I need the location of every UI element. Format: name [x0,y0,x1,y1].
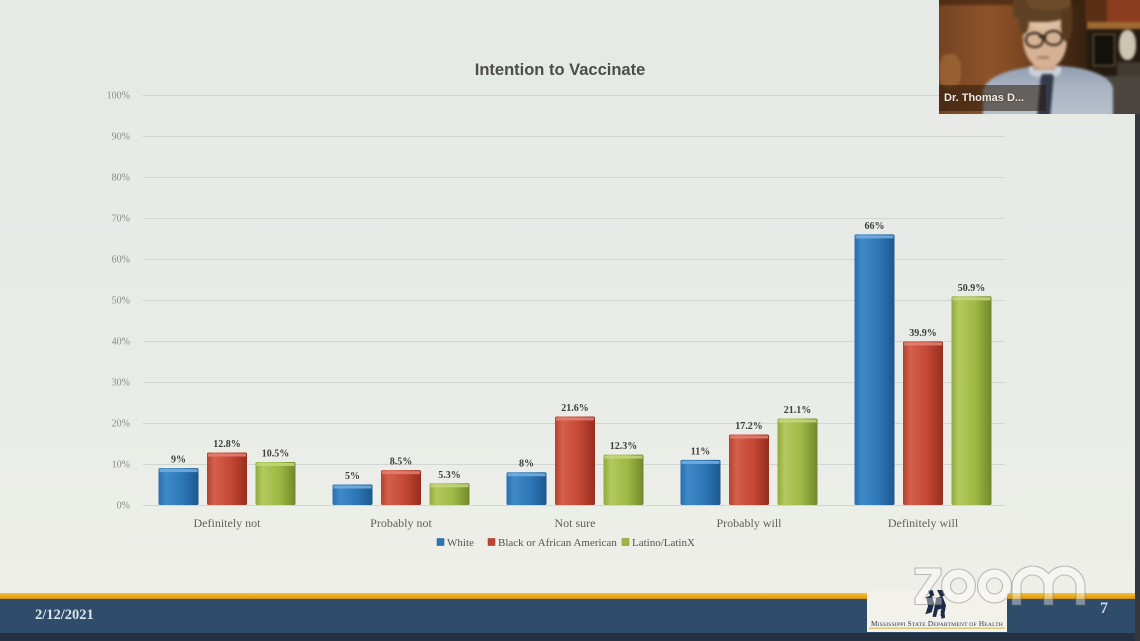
svg-text:60%: 60% [112,255,130,266]
svg-text:11%: 11% [691,446,710,457]
svg-text:5%: 5% [345,471,360,482]
svg-text:Black or African American: Black or African American [498,537,617,549]
svg-text:Definitely will: Definitely will [888,516,959,530]
svg-text:White: White [447,537,474,549]
svg-text:20%: 20% [112,419,130,430]
svg-text:80%: 80% [112,173,130,184]
svg-text:10%: 10% [112,460,130,471]
svg-text:Latino/LatinX: Latino/LatinX [632,537,695,549]
svg-text:Not sure: Not sure [555,516,596,530]
svg-text:40%: 40% [112,337,130,348]
svg-text:100%: 100% [107,91,130,102]
svg-text:5.3%: 5.3% [438,470,461,481]
svg-text:90%: 90% [112,132,130,143]
svg-text:9%: 9% [171,455,186,466]
svg-text:Probably will: Probably will [717,516,783,530]
svg-text:17.2%: 17.2% [735,421,763,432]
svg-text:21.6%: 21.6% [561,403,589,414]
svg-text:39.9%: 39.9% [909,328,937,339]
svg-text:30%: 30% [112,378,130,389]
svg-text:Probably not: Probably not [370,516,432,530]
svg-text:12.8%: 12.8% [213,439,241,450]
svg-text:21.1%: 21.1% [784,405,812,416]
svg-text:8%: 8% [519,459,534,470]
svg-text:Intention to Vaccinate: Intention to Vaccinate [475,61,646,79]
svg-text:8.5%: 8.5% [390,457,413,468]
svg-text:66%: 66% [865,221,885,232]
svg-text:70%: 70% [112,214,130,225]
svg-text:MISSISSIPPI STATE DEPARTMENT O: MISSISSIPPI STATE DEPARTMENT OF HEALTH [871,620,1003,628]
svg-text:Definitely not: Definitely not [194,516,262,530]
svg-text:50.9%: 50.9% [958,283,986,294]
svg-text:50%: 50% [112,296,130,307]
svg-text:10.5%: 10.5% [262,448,290,459]
svg-text:0%: 0% [117,501,130,512]
svg-text:12.3%: 12.3% [610,441,638,452]
